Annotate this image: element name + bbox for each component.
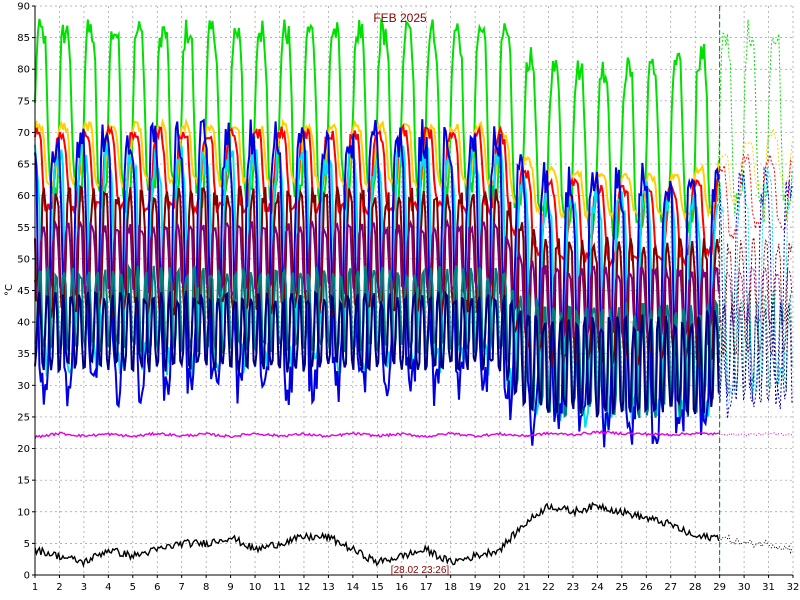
x-tick-label: 32 [787, 582, 800, 593]
y-tick-label: 65 [17, 160, 30, 171]
y-axis-label: °C [4, 284, 15, 296]
series-line [34, 501, 720, 568]
x-tick-label: 19 [469, 582, 482, 593]
y-tick-label: 40 [17, 318, 30, 329]
x-tick-label: 27 [664, 582, 677, 593]
y-tick-label: 50 [17, 254, 30, 265]
x-tick-label: 5 [130, 582, 136, 593]
x-tick-label: 4 [105, 582, 111, 593]
x-tick-label: 10 [249, 582, 262, 593]
y-tick-label: 35 [17, 349, 30, 360]
x-tick-label: 15 [371, 582, 384, 593]
y-tick-label: 70 [17, 128, 30, 139]
x-tick-label: 26 [640, 582, 653, 593]
x-tick-label: 25 [615, 582, 628, 593]
series-forecast-line [718, 432, 793, 437]
x-tick-label: 20 [493, 582, 506, 593]
series-line [34, 118, 720, 448]
x-tick-label: 13 [322, 582, 335, 593]
x-tick-label: 8 [203, 582, 209, 593]
y-tick-label: 75 [17, 96, 30, 107]
x-tick-label: 16 [395, 582, 408, 593]
x-tick-label: 7 [179, 582, 185, 593]
x-tick-label: 1 [32, 582, 38, 593]
series-forecast-line [718, 19, 793, 223]
series-forecast-line [718, 128, 793, 205]
x-tick-label: 28 [689, 582, 702, 593]
y-tick-label: 60 [17, 191, 30, 202]
y-tick-label: 20 [17, 444, 30, 455]
chart-title: FEB 2025 [373, 11, 427, 25]
x-tick-label: 17 [420, 582, 433, 593]
series-line [34, 289, 720, 418]
x-tick-label: 18 [444, 582, 457, 593]
x-tick-label: 14 [347, 582, 360, 593]
series-group [34, 6, 793, 575]
cursor-timestamp-label: [28.02 23:26] [391, 565, 450, 576]
x-tick-label: 12 [298, 582, 311, 593]
y-tick-label: 0 [24, 571, 30, 582]
x-tick-label: 23 [567, 582, 580, 593]
series-forecast-line [718, 153, 793, 240]
series-forecast-line [718, 290, 793, 391]
y-tick-label: 85 [17, 33, 30, 44]
series-forecast-line [718, 166, 793, 419]
x-tick-label: 29 [713, 582, 726, 593]
y-tick-label: 30 [17, 381, 30, 392]
y-tick-label: 55 [17, 223, 30, 234]
y-tick-label: 80 [17, 65, 30, 76]
y-tick-label: 45 [17, 286, 30, 297]
series-line [34, 429, 719, 439]
series-line [34, 184, 720, 367]
x-tick-label: 2 [56, 582, 62, 593]
x-tick-label: 24 [591, 582, 604, 593]
series-forecast-line [718, 534, 793, 555]
x-tick-label: 31 [762, 582, 775, 593]
x-tick-label: 11 [273, 582, 286, 593]
x-tick-label: 9 [227, 582, 233, 593]
series-forecast-line [718, 267, 793, 326]
x-tick-label: 3 [81, 582, 87, 593]
series-line [34, 218, 720, 340]
x-tick-label: 6 [154, 582, 160, 593]
y-tick-label: 10 [17, 507, 30, 518]
series-forecast-line [718, 237, 793, 356]
y-tick-label: 5 [24, 539, 30, 550]
y-tick-label: 15 [17, 476, 30, 487]
x-tick-label: 30 [738, 582, 751, 593]
y-tick-label: 25 [17, 412, 30, 423]
x-tick-label: 22 [542, 582, 555, 593]
x-tick-label: 21 [518, 582, 531, 593]
y-tick-label: 90 [17, 2, 30, 13]
